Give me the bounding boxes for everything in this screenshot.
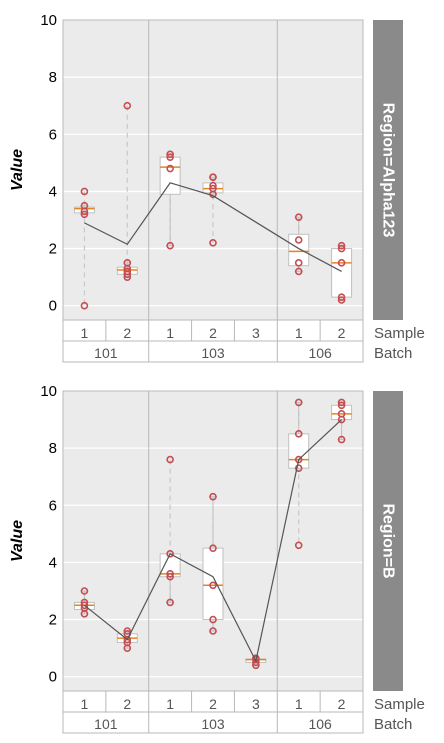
data-point xyxy=(294,267,303,276)
batch-label: 101 xyxy=(94,716,118,732)
y-tick-label: 2 xyxy=(49,241,57,258)
sample-row-label: Sample xyxy=(374,696,425,713)
data-point xyxy=(337,410,346,418)
y-axis-label: Value xyxy=(9,520,26,562)
data-point xyxy=(294,430,303,438)
data-point xyxy=(209,181,217,190)
data-point xyxy=(166,150,174,159)
data-point xyxy=(166,598,174,607)
data-point xyxy=(123,267,132,276)
y-tick-label: 8 xyxy=(49,69,57,86)
batch-label: 106 xyxy=(308,716,332,732)
data-point xyxy=(337,244,346,253)
data-point xyxy=(337,259,346,267)
sample-label: 1 xyxy=(166,696,174,712)
data-point xyxy=(294,236,303,244)
sample-label: 1 xyxy=(81,325,89,341)
data-point xyxy=(294,213,303,221)
data-point xyxy=(209,627,217,635)
box xyxy=(331,248,353,298)
data-point xyxy=(337,241,346,250)
sample-row-label: Sample xyxy=(374,325,425,342)
batch-row-label: Batch xyxy=(374,345,412,362)
sample-label: 2 xyxy=(338,696,346,712)
data-point xyxy=(123,101,132,110)
data-point xyxy=(123,627,132,635)
y-tick-label: 0 xyxy=(49,669,57,686)
sample-label: 2 xyxy=(209,696,217,712)
data-point xyxy=(294,259,303,267)
data-point xyxy=(337,293,346,301)
sample-label: 2 xyxy=(123,325,131,341)
y-tick-label: 10 xyxy=(40,383,57,400)
chart-panel-1: 0 2 4 6 8 10 Value 1 2 101 1 2 3 103 1 2 106 Sample Batch R… xyxy=(9,12,425,363)
data-point xyxy=(166,241,174,250)
data-point xyxy=(337,401,346,410)
chart-panel-2: 0 2 4 6 8 10 Value 1 2 101 1 2 3 103 1 2 106 Sample Batch R… xyxy=(9,383,425,734)
y-tick-label: 2 xyxy=(49,612,57,629)
facet-strip xyxy=(373,20,403,320)
data-point xyxy=(166,455,174,464)
box xyxy=(73,206,95,214)
box xyxy=(159,156,181,195)
y-tick-label: 4 xyxy=(49,554,57,571)
sample-label: 1 xyxy=(166,325,174,341)
data-point xyxy=(166,570,174,578)
facet-strip-label: Region=Alpha123 xyxy=(380,103,397,238)
y-tick-label: 4 xyxy=(49,183,57,200)
plot-background xyxy=(63,20,363,320)
data-point xyxy=(294,398,303,407)
data-point xyxy=(80,187,89,196)
data-point xyxy=(209,581,217,590)
data-point xyxy=(294,464,303,472)
y-tick-label: 8 xyxy=(49,440,57,457)
box xyxy=(202,547,224,621)
data-point xyxy=(123,259,132,267)
data-point xyxy=(337,435,346,444)
batch-label: 106 xyxy=(308,345,332,361)
sample-label: 1 xyxy=(295,325,303,341)
data-point xyxy=(209,184,217,193)
y-axis-label: Value xyxy=(9,149,26,191)
data-point xyxy=(337,296,346,304)
data-point xyxy=(209,615,217,624)
y-tick-label: 6 xyxy=(49,497,57,514)
data-point xyxy=(166,164,174,173)
data-point xyxy=(80,301,89,310)
y-tick-label: 10 xyxy=(40,12,57,29)
data-point xyxy=(209,492,217,501)
batch-label: 103 xyxy=(201,345,225,361)
data-point xyxy=(80,210,89,219)
data-point xyxy=(80,201,89,210)
data-point xyxy=(294,455,303,464)
batch-label: 101 xyxy=(94,345,118,361)
batch-row-label: Batch xyxy=(374,716,412,733)
data-point xyxy=(209,173,217,181)
sample-label: 1 xyxy=(81,696,89,712)
data-point xyxy=(209,239,217,247)
data-point xyxy=(80,587,89,595)
data-point xyxy=(80,601,89,610)
batch-label: 103 xyxy=(201,716,225,732)
y-tick-label: 6 xyxy=(49,126,57,143)
sample-label: 1 xyxy=(295,696,303,712)
mean-line xyxy=(84,182,342,272)
data-point xyxy=(166,572,174,581)
data-point xyxy=(337,398,346,407)
box xyxy=(288,233,310,267)
facet-strip-label: Region=B xyxy=(380,503,397,578)
sample-label: 2 xyxy=(123,696,131,712)
facet-strip xyxy=(373,391,403,691)
data-point xyxy=(294,541,303,550)
data-point xyxy=(166,153,174,161)
data-point xyxy=(209,544,217,552)
data-point xyxy=(166,550,174,558)
sample-label: 3 xyxy=(252,696,260,712)
y-tick-label: 0 xyxy=(49,298,57,315)
sample-label: 2 xyxy=(209,325,217,341)
sample-label: 3 xyxy=(252,325,260,341)
sample-label: 2 xyxy=(338,325,346,341)
mean-line xyxy=(84,419,342,663)
